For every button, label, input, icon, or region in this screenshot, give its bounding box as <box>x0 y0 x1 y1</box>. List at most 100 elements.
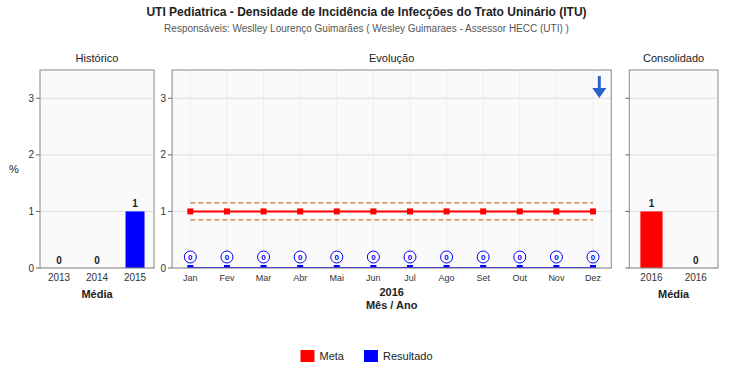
legend-item: Meta <box>300 350 344 362</box>
panel-title: Consolidado <box>643 52 704 64</box>
grid-line-x <box>519 70 520 268</box>
panel-title: Histórico <box>76 52 119 64</box>
data-label-badge <box>514 251 526 263</box>
panel-2: 20162016ConsolidadoMédia10 <box>625 52 718 300</box>
grid-line-x <box>446 70 447 268</box>
data-label-badge <box>258 251 270 263</box>
category-label: Set <box>476 273 490 283</box>
plot-frame <box>629 70 718 268</box>
category-label: Jan <box>183 273 198 283</box>
data-label-badge <box>587 251 599 263</box>
tick-label: 1 <box>28 206 34 217</box>
grid-line <box>172 98 611 99</box>
legend-swatch <box>364 350 378 362</box>
grid-line-x <box>556 70 557 268</box>
direction-arrow <box>598 76 601 90</box>
tick-label: 0 <box>160 263 166 274</box>
marks <box>126 211 145 268</box>
x-axis-label: Mês / Ano <box>366 299 418 311</box>
labels: 10 <box>649 198 699 266</box>
category-label: 2016 <box>640 272 663 283</box>
plot-background <box>629 70 718 268</box>
tick-label: 1 <box>160 206 166 217</box>
tick-mark <box>168 211 172 212</box>
tick-mark <box>625 154 629 155</box>
data-label: 0 <box>693 255 699 266</box>
tick-label: 0 <box>28 263 34 274</box>
point-marker <box>517 208 523 214</box>
grid-line-x <box>263 70 264 268</box>
legend-item: Resultado <box>364 350 433 362</box>
panel-title: Evolução <box>369 52 414 64</box>
category-label: 2016 <box>685 272 708 283</box>
labels: 000000000000 <box>184 76 606 263</box>
category-label: Out <box>513 273 528 283</box>
tick-mark <box>168 98 172 99</box>
panel-0: 0123201320142015HistóricoMédia%001 <box>9 52 154 300</box>
tick-label: 3 <box>160 93 166 104</box>
point-marker <box>444 208 450 214</box>
plot-frame <box>172 70 611 268</box>
labels: 0 0 1 <box>56 198 138 266</box>
data-label: 0 <box>56 255 62 266</box>
tick-mark <box>36 154 40 155</box>
data-label: 0 <box>481 253 486 262</box>
tick-mark <box>168 154 172 155</box>
data-label: 1 <box>132 198 138 209</box>
tick-label: 2 <box>28 149 34 160</box>
grid-line <box>40 154 154 155</box>
category-label: Nov <box>548 273 565 283</box>
data-label-badge <box>367 251 379 263</box>
category-label: Ago <box>439 273 455 283</box>
category-label: Mai <box>330 273 345 283</box>
plot-background <box>172 70 611 268</box>
category-label: 2015 <box>124 272 147 283</box>
marks <box>640 211 662 268</box>
tick-label: 3 <box>28 93 34 104</box>
x-axis-label: 2016 <box>379 286 403 298</box>
bar <box>126 211 145 268</box>
grid-line-x <box>593 70 594 268</box>
marks <box>187 203 596 268</box>
tick-mark <box>36 98 40 99</box>
y-axis-label: % <box>9 163 19 175</box>
direction-arrow-head <box>592 88 606 98</box>
data-label: 0 <box>225 253 230 262</box>
tick-label: 2 <box>160 149 166 160</box>
series-line <box>190 210 593 212</box>
x-axis-label: Média <box>81 288 113 300</box>
panel-1: 0123JanFevMarAbrMaiJunJulAgoSetOutNovDez… <box>160 52 611 311</box>
data-label: 0 <box>298 253 303 262</box>
category-label: 2013 <box>48 272 71 283</box>
point-marker <box>590 208 596 214</box>
point-marker <box>224 208 230 214</box>
point-marker <box>407 208 413 214</box>
category-label: Mar <box>256 273 272 283</box>
grid-line-x <box>226 70 227 268</box>
background <box>0 0 733 384</box>
tick-mark <box>36 211 40 212</box>
data-label: 0 <box>371 253 376 262</box>
grid-line <box>172 211 611 212</box>
data-label: 0 <box>591 253 596 262</box>
grid-line-x <box>336 70 337 268</box>
data-label-badge <box>550 251 562 263</box>
data-label: 0 <box>94 255 100 266</box>
data-label: 0 <box>444 253 449 262</box>
data-label-badge <box>294 251 306 263</box>
point-marker <box>187 208 193 214</box>
data-label: 0 <box>554 253 559 262</box>
data-label-badge <box>331 251 343 263</box>
bar <box>640 211 662 268</box>
legend-label: Resultado <box>383 350 433 362</box>
plot-frame <box>40 70 154 268</box>
grid-line-x <box>409 70 410 268</box>
data-label-badge <box>404 251 416 263</box>
grid-line-x <box>373 70 374 268</box>
data-label-badge <box>477 251 489 263</box>
legend-label: Meta <box>319 350 344 362</box>
plot-background <box>40 70 154 268</box>
point-marker <box>334 208 340 214</box>
data-label-badge <box>441 251 453 263</box>
data-label-badge <box>184 251 196 263</box>
